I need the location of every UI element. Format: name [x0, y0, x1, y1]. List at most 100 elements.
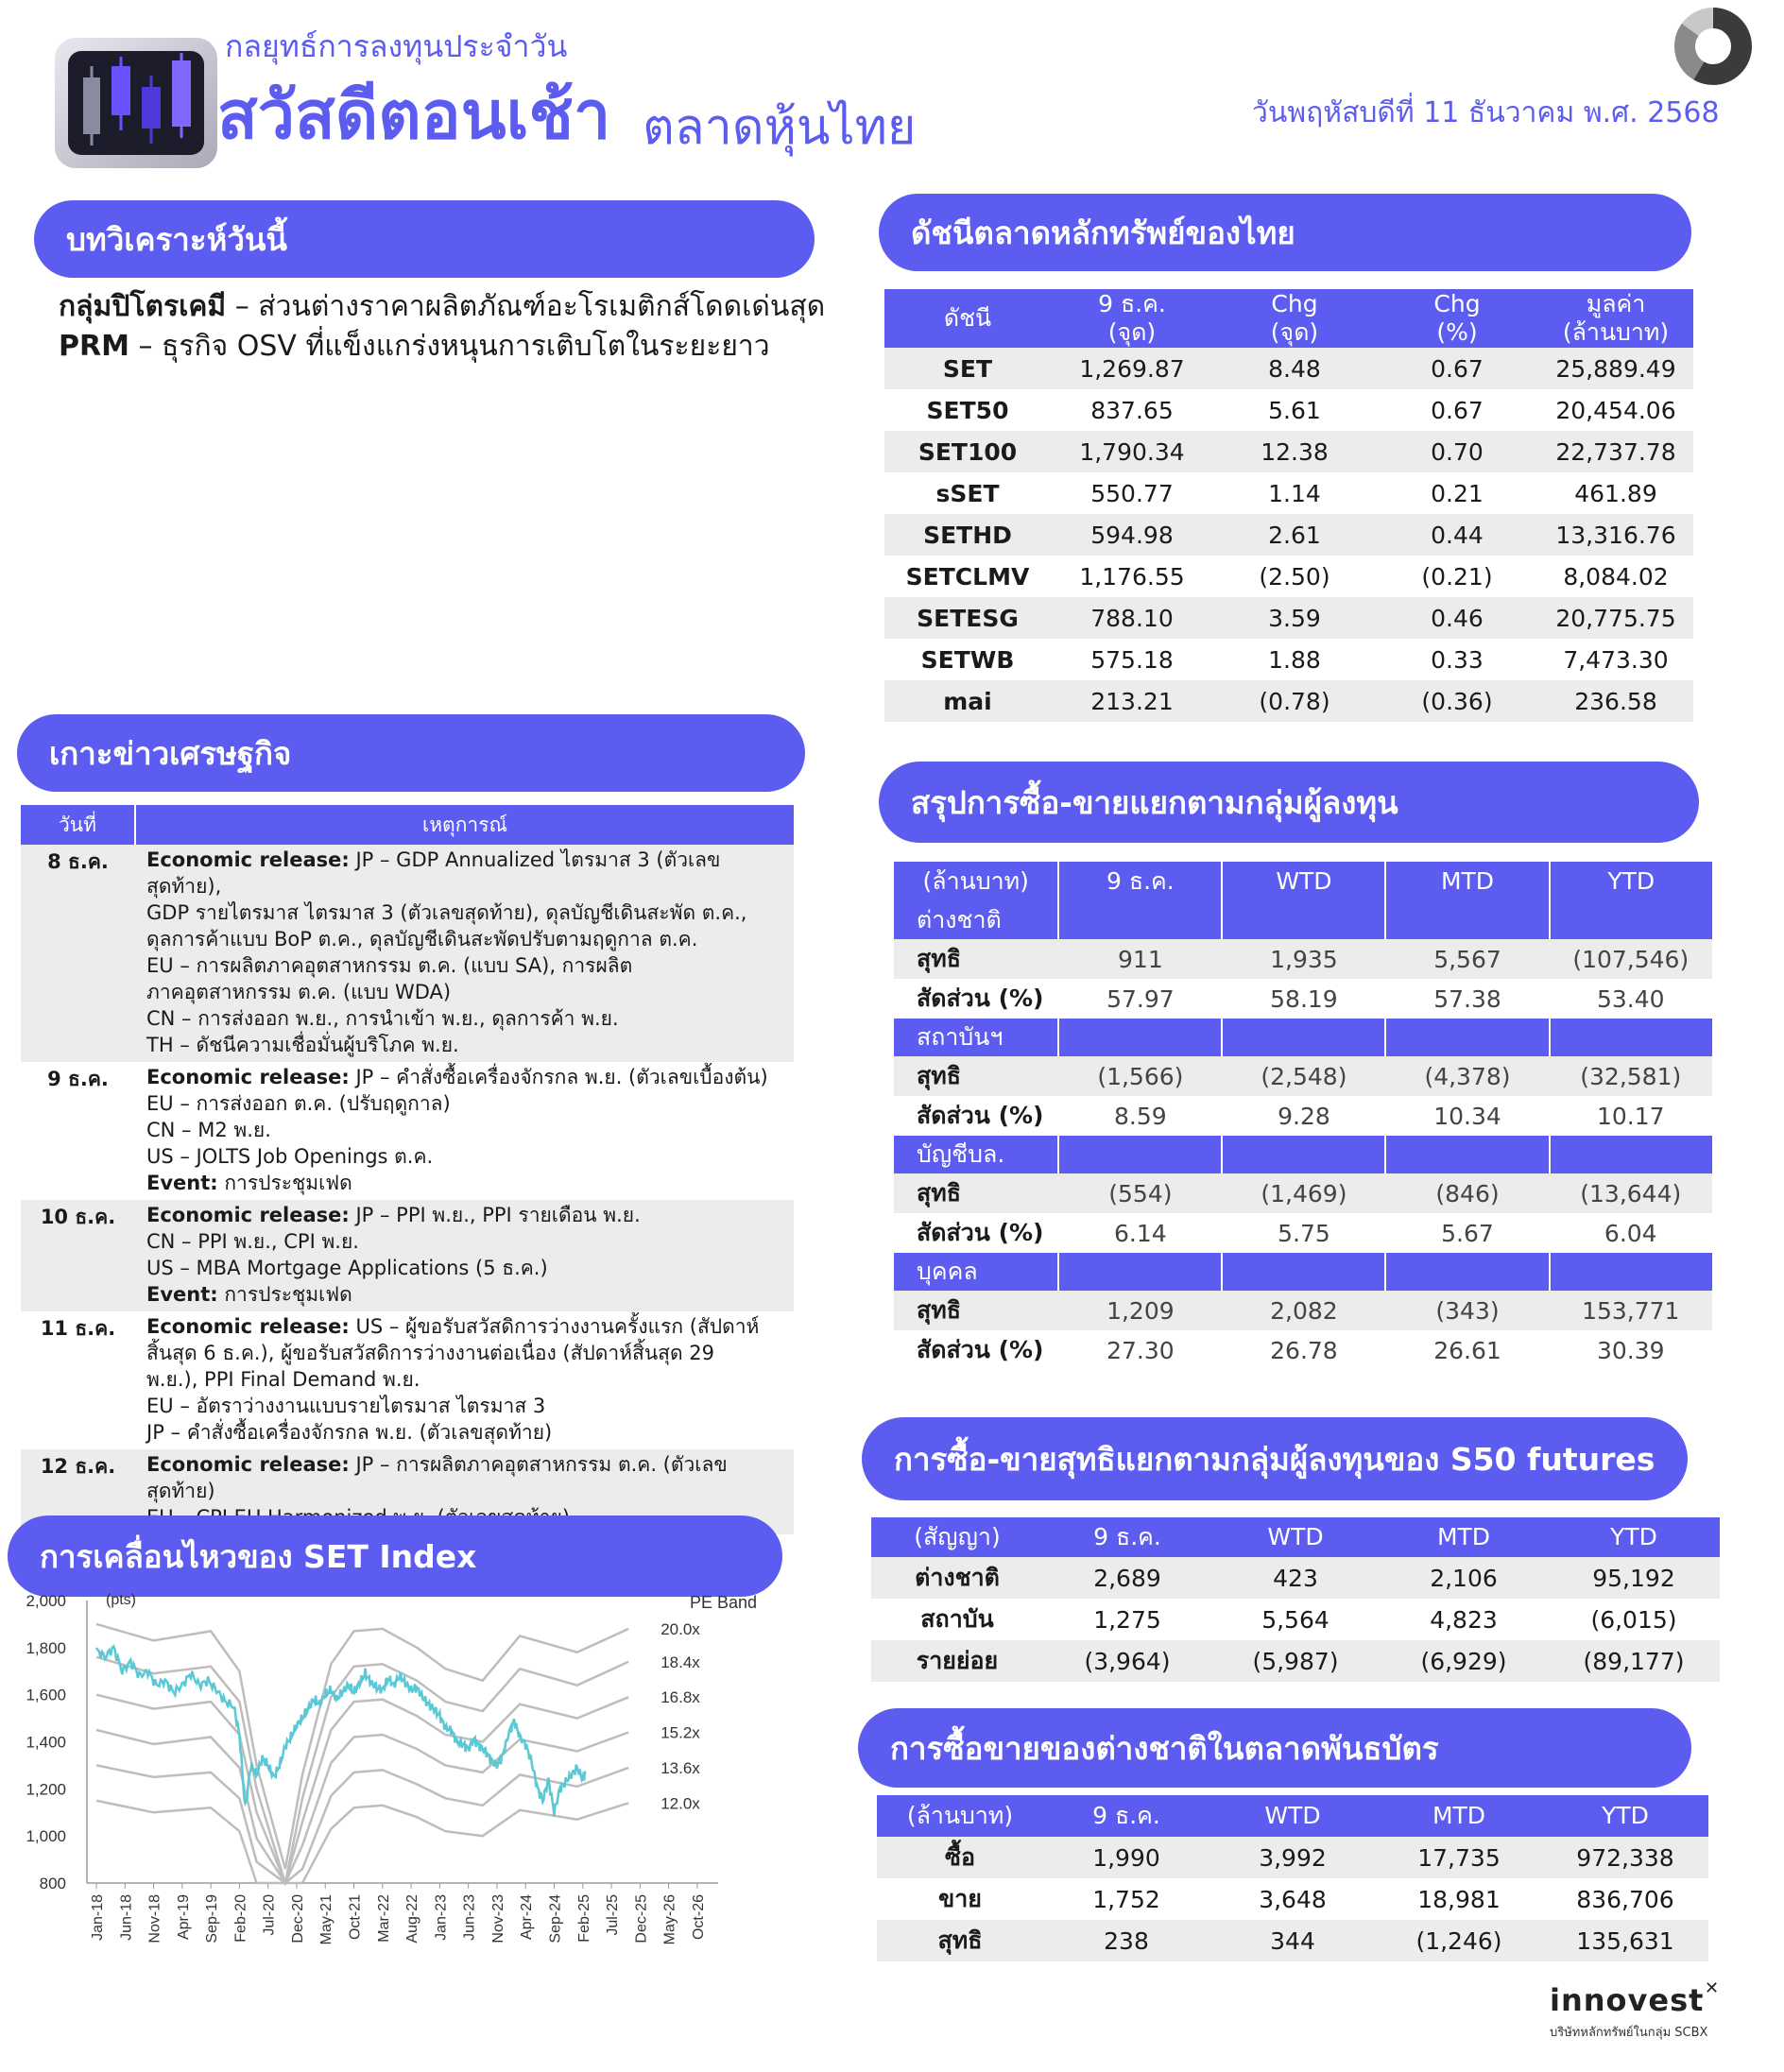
x-tick-label: Jun-23 — [462, 1894, 478, 1941]
net-value: 5,567 — [1385, 939, 1550, 979]
investors-col-header: 9 ธ.ค. — [1058, 862, 1224, 901]
event-line: Event: การประชุมเฟด — [146, 1172, 352, 1194]
x-tick-label: Dec-20 — [290, 1894, 306, 1944]
indices-col-header: Chg (%) — [1376, 289, 1538, 348]
share-value: 6.04 — [1604, 1219, 1657, 1247]
row-label: ซื้อ — [877, 1837, 1043, 1878]
row-label: สัดส่วน (%) — [917, 1336, 1044, 1363]
share-value: 9.28 — [1278, 1102, 1330, 1130]
share-value: 5.75 — [1278, 1219, 1330, 1247]
index-name: mai — [884, 680, 1051, 722]
cell-value: 135,631 — [1542, 1920, 1708, 1961]
cell-value: 2,689 — [1043, 1557, 1211, 1599]
table-row: mai 213.21 (0.78) (0.36) 236.58 — [884, 680, 1693, 722]
event-line: EU – การผลิตภาคอุตสาหกรรม ต.ค. (แบบ SA),… — [146, 954, 633, 977]
event-line: Economic release: JP – คำสั่งซื้อเครื่อง… — [146, 1066, 768, 1088]
net-value: (1,469) — [1222, 1173, 1386, 1213]
futures-col-header: WTD — [1211, 1517, 1380, 1557]
x-tick-label: May-26 — [662, 1894, 678, 1944]
index-value: 788.10 — [1051, 597, 1213, 639]
share-value: 5.67 — [1441, 1219, 1494, 1247]
event-line: US – JOLTS Job Openings ต.ค. — [146, 1145, 434, 1168]
analysis-item[interactable]: กลุ่มปิโตรเคมี – ส่วนต่างราคาผลิตภัณฑ์อะ… — [59, 290, 826, 323]
share-value: 6.14 — [1114, 1219, 1167, 1247]
net-value: (4,378) — [1385, 1056, 1550, 1096]
analysis-item[interactable]: PRM – ธุรกิจ OSV ที่แข็งแกร่งหนุนการเติบ… — [59, 330, 770, 363]
futures-heading: การซื้อ-ขายสุทธิแยกตามกลุ่มผู้ลงทุนของ S… — [862, 1417, 1688, 1500]
event-date: 11 ธ.ค. — [40, 1317, 116, 1340]
table-row: 8 ธ.ค. Economic release: JP – GDP Annuali… — [21, 845, 794, 1062]
x-tick-label: Apr-19 — [176, 1894, 192, 1940]
row-label: สุทธิ — [877, 1920, 1043, 1961]
investors-table: (ล้านบาท) 9 ธ.ค. WTD MTD YTD ต่างชาติ สุท… — [894, 862, 1712, 1370]
econ-heading: เกาะข่าวเศรษฐกิจ — [17, 714, 805, 792]
futures-table: (สัญญา) 9 ธ.ค. WTD MTD YTD ต่างชาติ 2,689… — [871, 1517, 1720, 1682]
x-tick-label: Aug-22 — [404, 1894, 420, 1944]
set-index-line — [94, 1644, 587, 1817]
x-tick-label: Feb-20 — [232, 1894, 249, 1943]
x-tick-label: Oct-26 — [691, 1894, 707, 1940]
pe-band-label: 15.2x — [660, 1724, 700, 1742]
x-tick-label: Sep-24 — [547, 1894, 563, 1944]
table-row: 10 ธ.ค. Economic release: JP – PPI พ.ย., … — [21, 1200, 794, 1311]
index-value: 5.61 — [1268, 396, 1321, 424]
index-value: 0.70 — [1376, 431, 1538, 472]
bonds-col-header: YTD — [1542, 1795, 1708, 1837]
x-tick-label: Jan-23 — [433, 1894, 449, 1941]
index-value: 20,454.06 — [1555, 396, 1676, 424]
event-line: TH – ดัชนีความเชื่อมั่นผู้บริโภค พ.ย. — [146, 1034, 459, 1056]
net-value: 1,209 — [1058, 1291, 1223, 1330]
net-value: (554) — [1058, 1173, 1223, 1213]
share-value: 57.97 — [1106, 985, 1175, 1013]
pe-band-label: 20.0x — [660, 1620, 700, 1638]
event-line: CN – การส่งออก พ.ย., การนำเข้า พ.ย., ดุล… — [146, 1007, 619, 1030]
net-value: (13,644) — [1549, 1173, 1712, 1213]
footer-brand-sub: บริษัทหลักทรัพย์ในกลุ่ม SCBX — [1550, 2026, 1708, 2040]
index-value: 0.33 — [1431, 645, 1484, 674]
cell-value: 1,752 — [1092, 1885, 1160, 1913]
event-line: EU – การส่งออก ต.ค. (ปรับฤดูกาล) — [146, 1092, 451, 1115]
cell-value: 1,275 — [1093, 1605, 1161, 1634]
x-tick-label: Mar-22 — [376, 1894, 392, 1943]
index-value: 8,084.02 — [1563, 562, 1669, 591]
bonds-col-header: WTD — [1209, 1795, 1376, 1837]
index-name: SETESG — [884, 597, 1051, 639]
share-value: 58.19 — [1270, 985, 1338, 1013]
net-value: (2,548) — [1222, 1056, 1386, 1096]
investors-col-header: YTD — [1549, 862, 1712, 901]
x-tick-label: Jun-18 — [118, 1894, 134, 1941]
econ-table: วันที่ เหตุการณ์ 8 ธ.ค. Economic release:… — [21, 805, 794, 1534]
pe-band-label: 12.0x — [660, 1794, 700, 1812]
table-row: SET50 837.65 5.61 0.67 20,454.06 — [884, 389, 1693, 431]
index-value: 0.21 — [1431, 479, 1484, 507]
event-line: EU – อัตราว่างงานแบบรายไตรมาส ไตรมาส 3 — [146, 1395, 546, 1417]
donut-logo-icon — [1672, 6, 1754, 91]
event-line: CN – M2 พ.ย. — [146, 1119, 271, 1141]
cell-value: 423 — [1211, 1557, 1380, 1599]
table-row: สุทธิ (554) (1,469) (846) (13,644) — [894, 1173, 1712, 1213]
set-chart-heading: การเคลื่อนไหวของ SET Index — [8, 1515, 782, 1597]
cell-value: 17,735 — [1376, 1837, 1542, 1878]
pe-band-line — [95, 1655, 629, 1884]
x-tick-label: Feb-25 — [576, 1894, 592, 1943]
share-value: 10.34 — [1433, 1102, 1501, 1130]
row-label: สัดส่วน (%) — [917, 1219, 1044, 1246]
cell-value: 4,823 — [1430, 1605, 1498, 1634]
cell-value: 2,106 — [1380, 1557, 1548, 1599]
cell-value: (1,246) — [1376, 1920, 1542, 1961]
row-label: สัดส่วน (%) — [917, 1102, 1044, 1129]
pe-band-line — [95, 1693, 629, 1887]
analysis-heading: บทวิเคราะห์วันนี้ — [34, 200, 815, 278]
event-line: Economic release: JP – การผลิตภาคอุตสาหก… — [146, 1453, 728, 1476]
bonds-col-header: (ล้านบาท) — [877, 1795, 1043, 1837]
futures-col-header: YTD — [1548, 1517, 1720, 1557]
index-value: 8.48 — [1213, 348, 1376, 389]
table-row: SETESG 788.10 3.59 0.46 20,775.75 — [884, 597, 1693, 639]
event-line: US – MBA Mortgage Applications (5 ธ.ค.) — [146, 1257, 548, 1279]
cell-value: (6,929) — [1380, 1640, 1548, 1682]
candlestick-logo-icon — [55, 38, 217, 168]
x-tick-label: Apr-24 — [519, 1894, 535, 1940]
index-value: (2.50) — [1259, 562, 1330, 591]
index-value: 575.18 — [1090, 645, 1174, 674]
cell-value: 5,564 — [1261, 1605, 1329, 1634]
